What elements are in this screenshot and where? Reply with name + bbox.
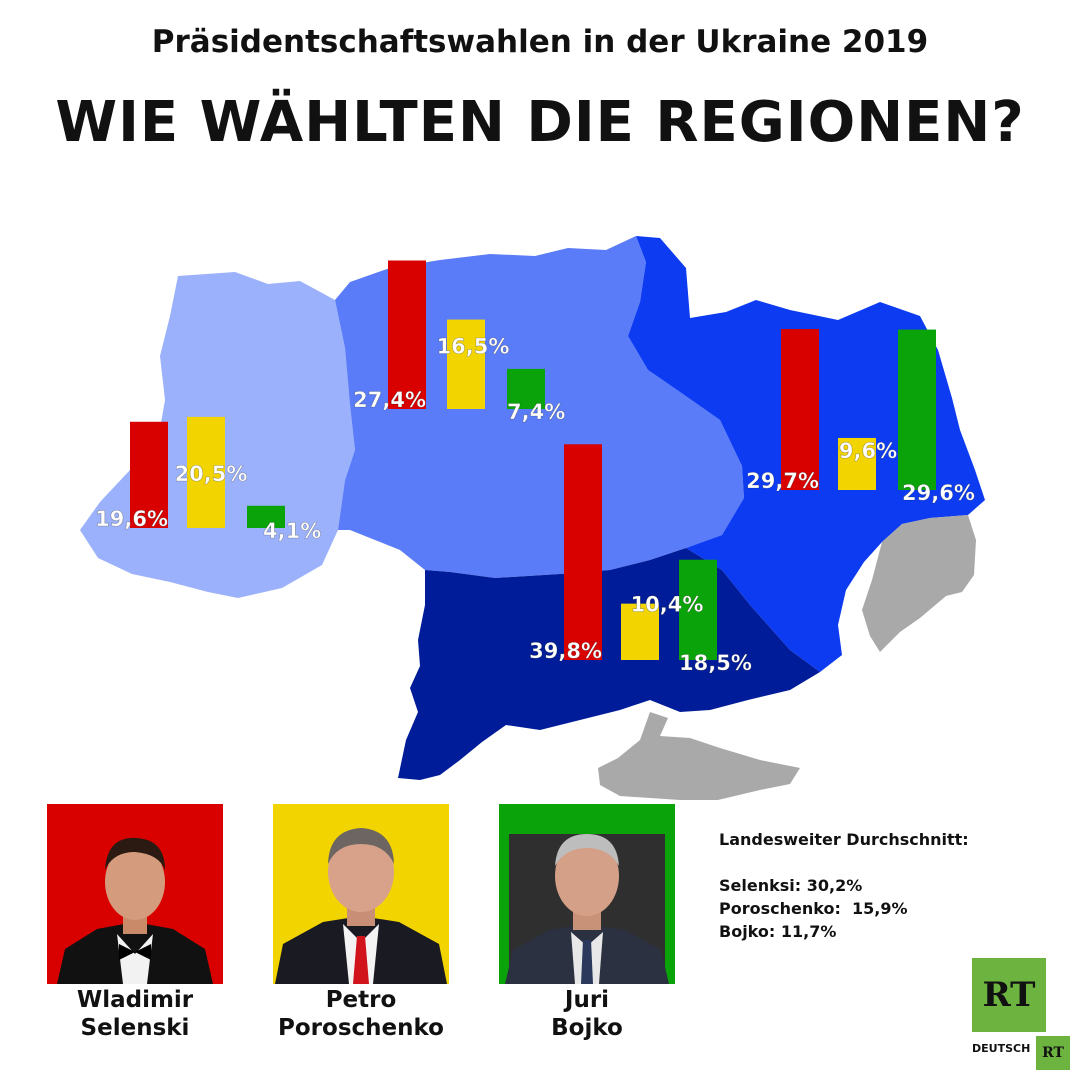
data-label-bojko-west: 4,1% xyxy=(263,519,321,543)
bar-poroschenko-west xyxy=(187,416,225,528)
page-title: WIE WÄHLTEN DIE REGIONEN? xyxy=(55,90,1025,155)
bar-selenski-süden xyxy=(564,444,602,660)
bar-selenski-zentrum xyxy=(388,260,426,409)
data-label-selenski-zentrum: 27,4% xyxy=(353,388,426,412)
ukraine-map: 19,6% 20,5% 4,1% 27,4% 16,5% 7,4% 29,7% 9,6%29,… xyxy=(80,236,985,800)
data-label-selenski-west: 19,6% xyxy=(95,507,168,531)
candidate-card-poroschenko xyxy=(273,804,449,984)
data-label-poroschenko-zentrum: 16,5% xyxy=(437,335,510,359)
data-label-poroschenko-osten: 9,6% xyxy=(839,439,897,463)
candidate-card-bojko xyxy=(499,804,675,984)
candidate-name-selenski: Wladimir Selenski xyxy=(76,987,194,1041)
bar-poroschenko-zentrum xyxy=(447,319,485,409)
national-average-selenski: Selenksi: 30,2% xyxy=(719,876,863,895)
bojko-portrait xyxy=(499,804,675,984)
data-label-bojko-osten: 29,6% xyxy=(902,481,975,505)
bar-selenski-west xyxy=(130,421,168,528)
data-label-selenski-osten: 29,7% xyxy=(746,469,819,493)
region-crimea xyxy=(598,712,800,800)
region-occupied-donbas xyxy=(862,515,976,652)
bar-bojko-west xyxy=(247,505,285,528)
national-average: Landesweiter Durchschnitt: Selenksi: 30,… xyxy=(719,828,969,943)
rt-logo: RT xyxy=(972,958,1046,1032)
rt-logo-small: RT xyxy=(1036,1036,1070,1070)
rt-logo-subtext: DEUTSCH xyxy=(972,1042,1031,1055)
bar-bojko-zentrum xyxy=(507,368,545,409)
data-label-poroschenko-süden: 10,4% xyxy=(631,593,704,617)
bar-bojko-osten xyxy=(898,329,936,490)
subtitle: Präsidentschaftswahlen in der Ukraine 20… xyxy=(151,24,929,60)
candidate-name-bojko: Juri Bojko xyxy=(551,987,623,1041)
data-label-bojko-süden: 18,5% xyxy=(679,651,752,675)
candidate-name-poroschenko: Petro Poroschenko xyxy=(278,987,444,1041)
bar-bojko-süden xyxy=(679,559,717,660)
data-label-group: 19,6% 20,5% 4,1% 27,4% 16,5% 7,4% 29,7% 9,6%29,… xyxy=(95,334,975,675)
national-average-heading: Landesweiter Durchschnitt: xyxy=(719,830,969,849)
data-label-bojko-zentrum: 7,4% xyxy=(507,400,565,424)
bar-poroschenko-osten xyxy=(838,437,876,490)
national-average-poroschenko: Poroschenko: 15,9% xyxy=(719,899,908,918)
data-label-selenski-süden: 39,8% xyxy=(529,639,602,663)
bar-selenski-osten xyxy=(781,329,819,490)
data-label-poroschenko-west: 20,5% xyxy=(175,462,248,486)
poroschenko-portrait xyxy=(273,804,449,984)
selenski-portrait xyxy=(47,804,223,984)
bar-poroschenko-süden xyxy=(621,603,659,660)
national-average-bojko: Bojko: 11,7% xyxy=(719,922,837,941)
bar-group xyxy=(130,260,936,660)
candidate-card-selenski xyxy=(47,804,223,984)
